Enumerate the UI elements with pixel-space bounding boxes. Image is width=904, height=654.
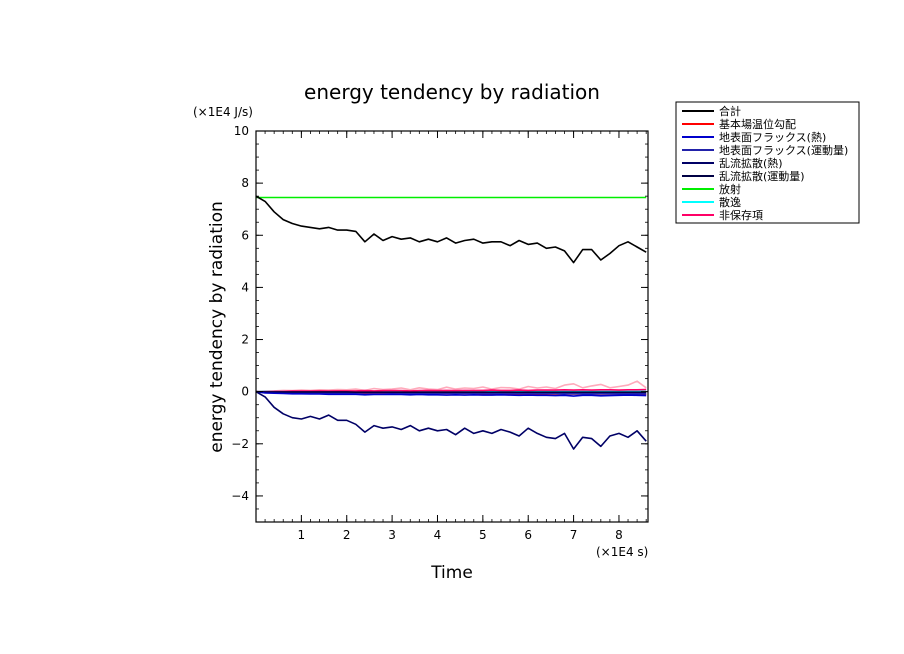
series-line-0 bbox=[255, 195, 647, 264]
series-line-4 bbox=[255, 391, 647, 450]
series-line-9 bbox=[255, 380, 647, 393]
series-line-8 bbox=[256, 388, 647, 393]
y-axis-label: energy tendency by radiation bbox=[207, 201, 227, 453]
series-line-2 bbox=[255, 390, 647, 397]
series-line-3 bbox=[255, 390, 647, 395]
legend-label: 散逸 bbox=[719, 195, 741, 209]
legend-label: 地表面フラックス(運動量) bbox=[719, 143, 848, 157]
x-tick-label: 1 bbox=[298, 528, 306, 542]
x-tick-label: 4 bbox=[434, 528, 442, 542]
legend-label: 放射 bbox=[719, 182, 741, 196]
y-tick-label: 10 bbox=[234, 124, 249, 138]
x-tick-label: 5 bbox=[479, 528, 487, 542]
x-axis-unit: (×1E4 s) bbox=[596, 545, 648, 559]
legend-label: 非保存項 bbox=[719, 208, 763, 222]
y-axis-unit: (×1E4 J/s) bbox=[193, 105, 253, 119]
legend-label: 乱流拡散(熱) bbox=[719, 156, 783, 170]
x-tick-label: 6 bbox=[524, 528, 532, 542]
legend-label: 地表面フラックス(熱) bbox=[719, 130, 826, 144]
y-tick-label: 2 bbox=[241, 333, 249, 347]
x-tick-label: 3 bbox=[388, 528, 396, 542]
legend: 合計基本場温位勾配地表面フラックス(熱)地表面フラックス(運動量)乱流拡散(熱)… bbox=[675, 101, 860, 224]
y-tick-label: 6 bbox=[241, 228, 249, 242]
y-tick-label: 0 bbox=[241, 385, 249, 399]
y-tick-label: 4 bbox=[241, 280, 249, 294]
y-tick-label: −4 bbox=[231, 489, 249, 503]
x-axis-label: Time bbox=[430, 563, 473, 583]
y-tick-label: 8 bbox=[241, 176, 249, 190]
legend-label: 乱流拡散(運動量) bbox=[719, 169, 805, 183]
x-tick-label: 7 bbox=[570, 528, 578, 542]
legend-label: 基本場温位勾配 bbox=[719, 117, 796, 131]
legend-label: 合計 bbox=[719, 104, 741, 118]
series-layer bbox=[255, 195, 647, 450]
chart-title: energy tendency by radiation bbox=[304, 80, 600, 104]
axis-layer: 1 2 3 4 5 6 7 8 −4 −2 0 2 4 6 8 10 bbox=[231, 124, 648, 542]
x-tick-label: 8 bbox=[615, 528, 623, 542]
x-tick-label: 2 bbox=[343, 528, 351, 542]
plot-frame bbox=[255, 130, 649, 523]
series-line-5 bbox=[255, 390, 647, 394]
y-tick-label: −2 bbox=[231, 437, 249, 451]
